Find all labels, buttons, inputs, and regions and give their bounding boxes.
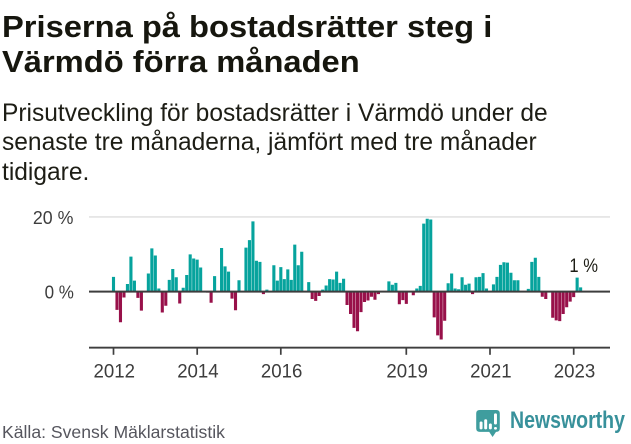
svg-text:1 %: 1 % [569,255,598,277]
svg-text:0 %: 0 % [45,282,74,302]
svg-text:2023: 2023 [554,361,596,383]
svg-text:2019: 2019 [386,361,428,383]
svg-text:20 %: 20 % [33,208,74,228]
svg-text:2016: 2016 [261,361,303,383]
svg-text:2012: 2012 [94,361,136,383]
svg-text:2021: 2021 [470,361,512,383]
svg-text:2014: 2014 [177,361,219,383]
